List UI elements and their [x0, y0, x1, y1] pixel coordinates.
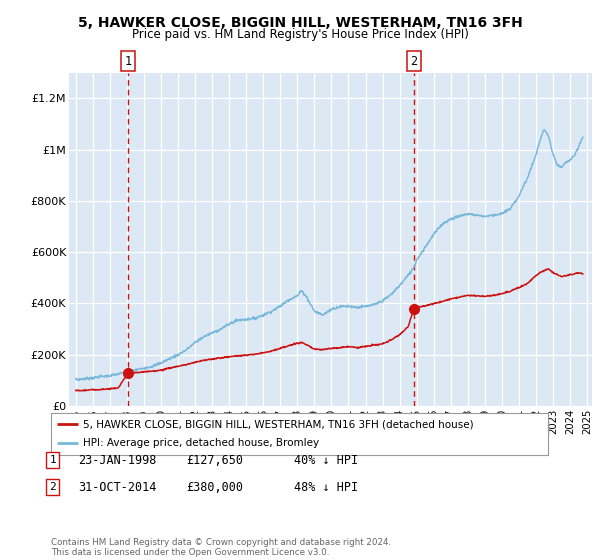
Text: 48% ↓ HPI: 48% ↓ HPI	[294, 480, 358, 494]
Text: Contains HM Land Registry data © Crown copyright and database right 2024.
This d: Contains HM Land Registry data © Crown c…	[51, 538, 391, 557]
Text: 40% ↓ HPI: 40% ↓ HPI	[294, 454, 358, 467]
Text: £380,000: £380,000	[186, 480, 243, 494]
Text: 1: 1	[125, 55, 131, 68]
Text: 31-OCT-2014: 31-OCT-2014	[78, 480, 157, 494]
Text: £127,650: £127,650	[186, 454, 243, 467]
Text: 2: 2	[410, 55, 418, 68]
Text: 23-JAN-1998: 23-JAN-1998	[78, 454, 157, 467]
Text: HPI: Average price, detached house, Bromley: HPI: Average price, detached house, Brom…	[83, 438, 319, 449]
Text: 5, HAWKER CLOSE, BIGGIN HILL, WESTERHAM, TN16 3FH (detached house): 5, HAWKER CLOSE, BIGGIN HILL, WESTERHAM,…	[83, 419, 474, 429]
Text: 1: 1	[49, 455, 56, 465]
Text: 2: 2	[49, 482, 56, 492]
Text: 5, HAWKER CLOSE, BIGGIN HILL, WESTERHAM, TN16 3FH: 5, HAWKER CLOSE, BIGGIN HILL, WESTERHAM,…	[77, 16, 523, 30]
Text: Price paid vs. HM Land Registry's House Price Index (HPI): Price paid vs. HM Land Registry's House …	[131, 28, 469, 41]
